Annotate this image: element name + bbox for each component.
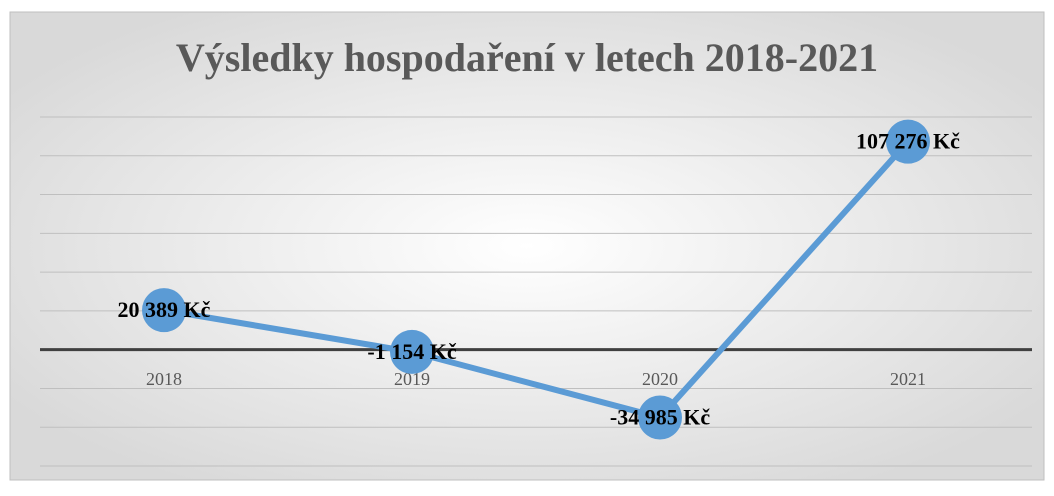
x-tick-label: 2018	[146, 369, 182, 389]
data-label: -34 985 Kč	[610, 405, 710, 430]
point-marker	[638, 395, 682, 440]
data-label: -1 154 Kč	[367, 339, 456, 364]
data-label: 20 389 Kč	[118, 297, 211, 322]
data-label: 107 276 Kč	[856, 129, 960, 154]
x-tick-label: 2019	[394, 369, 430, 389]
chart-title: Výsledky hospodaření v letech 2018-2021	[176, 35, 878, 80]
series-line	[163, 139, 911, 421]
x-tick-label: 2020	[642, 369, 678, 389]
point-marker	[886, 119, 930, 164]
x-tick-label: 2021	[890, 369, 926, 389]
chart-background	[9, 11, 1045, 481]
point-marker	[390, 329, 434, 374]
point-marker	[142, 288, 186, 333]
